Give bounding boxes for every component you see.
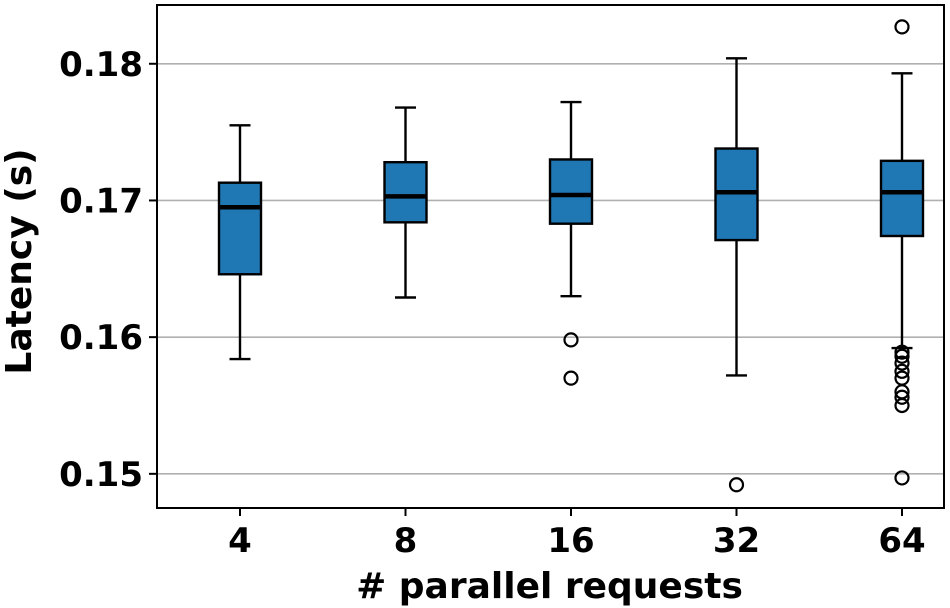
y-tick-label: 0.16	[59, 318, 143, 358]
plot-frame	[156, 4, 945, 509]
outlier-point	[894, 355, 910, 371]
outlier-point	[894, 19, 910, 35]
box-group-64	[879, 19, 925, 486]
box-group-4	[217, 124, 263, 361]
outlier-point	[728, 477, 745, 493]
plot-marks	[217, 19, 925, 493]
box-iqr	[879, 159, 925, 238]
outlier-point	[563, 370, 579, 386]
box-group-32	[714, 57, 759, 493]
box-iqr	[383, 160, 428, 224]
y-axis-title: Latency (s)	[0, 148, 40, 374]
x-tick-label: 8	[394, 521, 418, 561]
y-tick-label: 0.18	[59, 45, 143, 85]
x-axis-title: # parallel requests	[356, 566, 743, 607]
axes: 0.15 0.16 0.17 0.18 4 8 16 32 64	[59, 45, 926, 561]
grid-lines	[157, 62, 944, 475]
outlier-point	[894, 348, 910, 364]
x-tick-label: 16	[547, 521, 594, 561]
box-iqr	[217, 181, 263, 276]
x-tick-label: 4	[228, 521, 252, 561]
outlier-point	[563, 332, 579, 348]
outlier-point	[894, 397, 910, 414]
box-group-8	[383, 106, 428, 299]
y-tick-label: 0.17	[59, 181, 143, 221]
x-tick-label: 64	[878, 521, 925, 561]
y-tick-label: 0.15	[59, 455, 143, 495]
box-iqr	[548, 158, 594, 225]
outlier-point	[894, 389, 910, 405]
box-group-16	[548, 100, 594, 386]
outlier-point	[894, 344, 910, 360]
outlier-point	[894, 363, 910, 379]
x-tick-label: 32	[713, 521, 760, 561]
outlier-point	[894, 470, 910, 486]
